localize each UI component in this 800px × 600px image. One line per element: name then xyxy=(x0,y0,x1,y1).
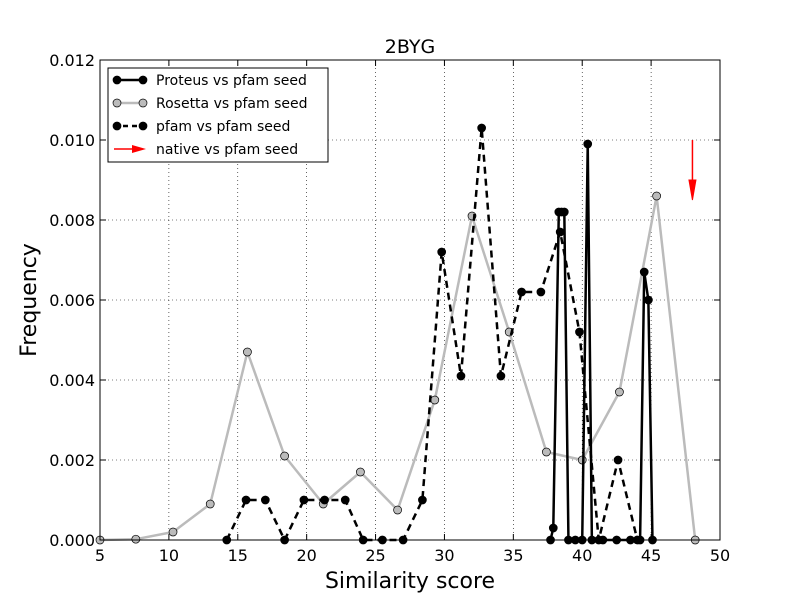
data-point xyxy=(496,371,506,381)
series-line xyxy=(225,126,639,542)
legend-marker xyxy=(112,75,122,85)
data-point xyxy=(559,207,569,217)
y-tick-label: 0.004 xyxy=(49,371,95,390)
x-axis-label: Similarity score xyxy=(325,569,495,594)
x-tick-label: 35 xyxy=(503,546,523,565)
data-point xyxy=(477,123,486,133)
y-tick-label: 0.000 xyxy=(49,531,95,550)
data-point xyxy=(536,287,546,297)
data-point xyxy=(418,495,427,505)
data-point xyxy=(456,371,466,381)
plot-frame xyxy=(99,59,721,541)
x-tick-label: 25 xyxy=(365,546,385,565)
x-tick-label: 15 xyxy=(228,546,248,565)
x-tick-label: 50 xyxy=(710,546,730,565)
y-tick-label: 0.012 xyxy=(49,51,95,70)
data-point xyxy=(320,495,329,505)
legend: Proteus vs pfam seed Rosetta vs pfam seed… xyxy=(107,67,329,163)
x-tick-label: 20 xyxy=(296,546,316,565)
legend-label: Rosetta vs pfam seed xyxy=(156,96,308,112)
series-layer xyxy=(95,123,700,545)
legend-label: native vs pfam seed xyxy=(156,142,298,158)
data-point xyxy=(615,387,624,397)
series-2 xyxy=(222,123,642,545)
x-tick-label: 10 xyxy=(159,546,179,565)
y-tick-label: 0.008 xyxy=(49,211,95,230)
data-point xyxy=(517,287,526,297)
data-point xyxy=(548,523,558,533)
data-point xyxy=(575,327,584,337)
series-line xyxy=(549,142,654,542)
series-0 xyxy=(546,139,657,545)
native-arrow-head xyxy=(688,179,697,201)
x-tick-label: 40 xyxy=(572,546,592,565)
x-tick-label: 30 xyxy=(434,546,454,565)
data-point xyxy=(583,139,593,149)
x-tick-label: 45 xyxy=(641,546,661,565)
data-point xyxy=(644,295,653,305)
legend-marker xyxy=(112,98,122,108)
data-point xyxy=(205,499,215,509)
series-line xyxy=(99,194,697,542)
data-point xyxy=(260,495,270,505)
data-point xyxy=(299,495,309,505)
data-point xyxy=(639,267,649,277)
legend-entry: Proteus vs pfam seed xyxy=(112,73,307,89)
data-point xyxy=(430,395,440,405)
data-point xyxy=(280,451,289,461)
legend-marker xyxy=(112,121,122,131)
data-point xyxy=(131,534,141,544)
data-point xyxy=(613,455,623,465)
legend-marker xyxy=(138,75,148,85)
y-tick-label: 0.006 xyxy=(49,291,95,310)
legend-arrow-head xyxy=(132,145,146,153)
data-point xyxy=(393,505,402,515)
data-point xyxy=(542,447,551,457)
series-1 xyxy=(95,191,700,545)
x-tick-label: 5 xyxy=(95,546,105,565)
data-point xyxy=(437,247,447,257)
y-axis-label: Frequency xyxy=(17,243,42,357)
y-tick-label: 0.002 xyxy=(49,451,95,470)
legend-label: pfam vs pfam seed xyxy=(156,119,290,135)
data-point xyxy=(168,527,178,537)
legend-entry: native vs pfam seed xyxy=(114,142,298,158)
axis-ticks: 5 10 15 20 25 30 35 40 45 50 0.000 0.002 0.004 0.006 0… xyxy=(49,51,730,565)
data-point xyxy=(340,495,350,505)
data-point xyxy=(241,495,251,505)
legend-entry: pfam vs pfam seed xyxy=(112,119,290,135)
legend-label: Proteus vs pfam seed xyxy=(156,73,307,89)
legend-marker xyxy=(138,98,148,108)
legend-entry: Rosetta vs pfam seed xyxy=(112,96,308,112)
series-3 xyxy=(688,140,697,201)
legend-marker xyxy=(138,121,148,131)
data-point xyxy=(243,347,252,357)
data-point xyxy=(652,191,661,201)
data-point xyxy=(356,467,365,477)
y-tick-label: 0.010 xyxy=(49,131,95,150)
chart-title: 2BYG xyxy=(385,36,435,58)
